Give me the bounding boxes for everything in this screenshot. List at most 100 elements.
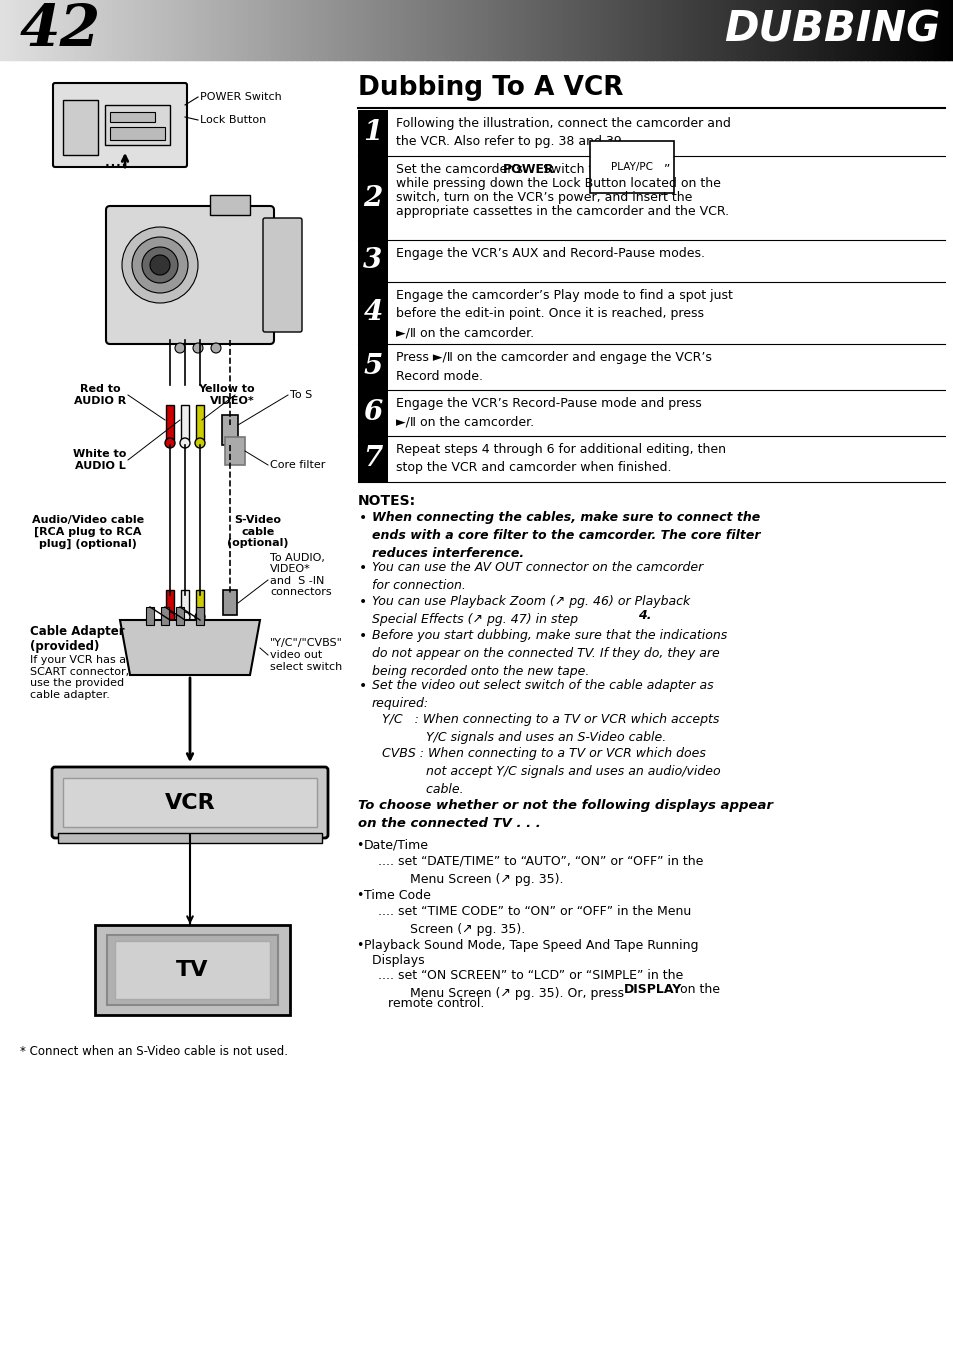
Bar: [805, 0, 809, 60]
Bar: [364, 0, 368, 60]
Bar: [640, 0, 644, 60]
Bar: [310, 0, 314, 60]
Text: S-Video
cable
(optional): S-Video cable (optional): [227, 515, 289, 549]
Bar: [820, 0, 823, 60]
Bar: [191, 0, 194, 60]
Bar: [559, 0, 563, 60]
Bar: [801, 0, 804, 60]
Bar: [705, 0, 709, 60]
Bar: [545, 0, 549, 60]
Bar: [57, 0, 61, 60]
Bar: [178, 0, 182, 60]
Bar: [110, 112, 154, 122]
Text: TV: TV: [175, 959, 208, 980]
Bar: [469, 0, 473, 60]
Bar: [659, 0, 663, 60]
Bar: [334, 0, 337, 60]
Bar: [331, 0, 335, 60]
Bar: [71, 0, 75, 60]
Bar: [35, 0, 39, 60]
Bar: [122, 0, 125, 60]
Bar: [321, 0, 325, 60]
Bar: [316, 0, 320, 60]
Bar: [205, 0, 209, 60]
Bar: [105, 104, 170, 145]
Bar: [564, 0, 568, 60]
Bar: [14, 0, 18, 60]
Bar: [338, 0, 342, 60]
Text: •: •: [358, 679, 367, 692]
Bar: [945, 0, 949, 60]
Bar: [86, 0, 90, 60]
Bar: [841, 0, 844, 60]
Bar: [770, 0, 773, 60]
Bar: [357, 110, 388, 156]
Bar: [395, 0, 399, 60]
Bar: [222, 415, 237, 444]
Bar: [450, 0, 454, 60]
Bar: [884, 0, 887, 60]
Bar: [295, 0, 299, 60]
Bar: [181, 0, 185, 60]
Bar: [729, 0, 733, 60]
Bar: [150, 0, 153, 60]
Bar: [436, 0, 439, 60]
Bar: [50, 0, 53, 60]
Bar: [724, 0, 728, 60]
Bar: [95, 0, 99, 60]
Bar: [181, 589, 189, 615]
Bar: [843, 0, 847, 60]
Bar: [288, 0, 292, 60]
Bar: [281, 0, 285, 60]
Text: Core filter: Core filter: [270, 459, 325, 470]
Bar: [888, 0, 892, 60]
Bar: [777, 0, 781, 60]
Bar: [410, 0, 414, 60]
Bar: [175, 607, 184, 625]
Circle shape: [132, 237, 188, 293]
Bar: [536, 0, 539, 60]
Text: To S: To S: [290, 390, 312, 400]
Bar: [195, 607, 204, 625]
Bar: [672, 0, 676, 60]
Bar: [43, 0, 47, 60]
Text: Switch to “: Switch to “: [538, 163, 611, 176]
Bar: [345, 0, 349, 60]
Bar: [176, 0, 180, 60]
Bar: [950, 0, 953, 60]
Bar: [650, 0, 654, 60]
Bar: [629, 0, 633, 60]
Bar: [240, 0, 244, 60]
Bar: [467, 0, 471, 60]
Bar: [917, 0, 921, 60]
Bar: [686, 0, 690, 60]
Bar: [135, 0, 139, 60]
Bar: [510, 0, 514, 60]
Bar: [486, 0, 490, 60]
Text: CVBS : When connecting to a TV or VCR which does
           not accept Y/C signa: CVBS : When connecting to a TV or VCR wh…: [381, 747, 720, 795]
Bar: [593, 0, 597, 60]
Bar: [494, 0, 497, 60]
Text: •: •: [358, 561, 367, 575]
Bar: [445, 0, 449, 60]
Bar: [254, 0, 258, 60]
Bar: [829, 0, 833, 60]
Bar: [872, 0, 876, 60]
Bar: [440, 0, 444, 60]
Bar: [681, 0, 685, 60]
Text: •: •: [358, 511, 367, 524]
Bar: [33, 0, 37, 60]
Bar: [781, 0, 785, 60]
Bar: [63, 778, 316, 827]
Bar: [386, 0, 390, 60]
Bar: [798, 0, 801, 60]
Text: remote control.: remote control.: [388, 997, 484, 1009]
Bar: [745, 0, 749, 60]
Bar: [119, 0, 123, 60]
Bar: [483, 0, 487, 60]
Bar: [688, 0, 692, 60]
Bar: [922, 0, 925, 60]
Bar: [92, 0, 96, 60]
Bar: [850, 0, 854, 60]
Bar: [524, 0, 528, 60]
